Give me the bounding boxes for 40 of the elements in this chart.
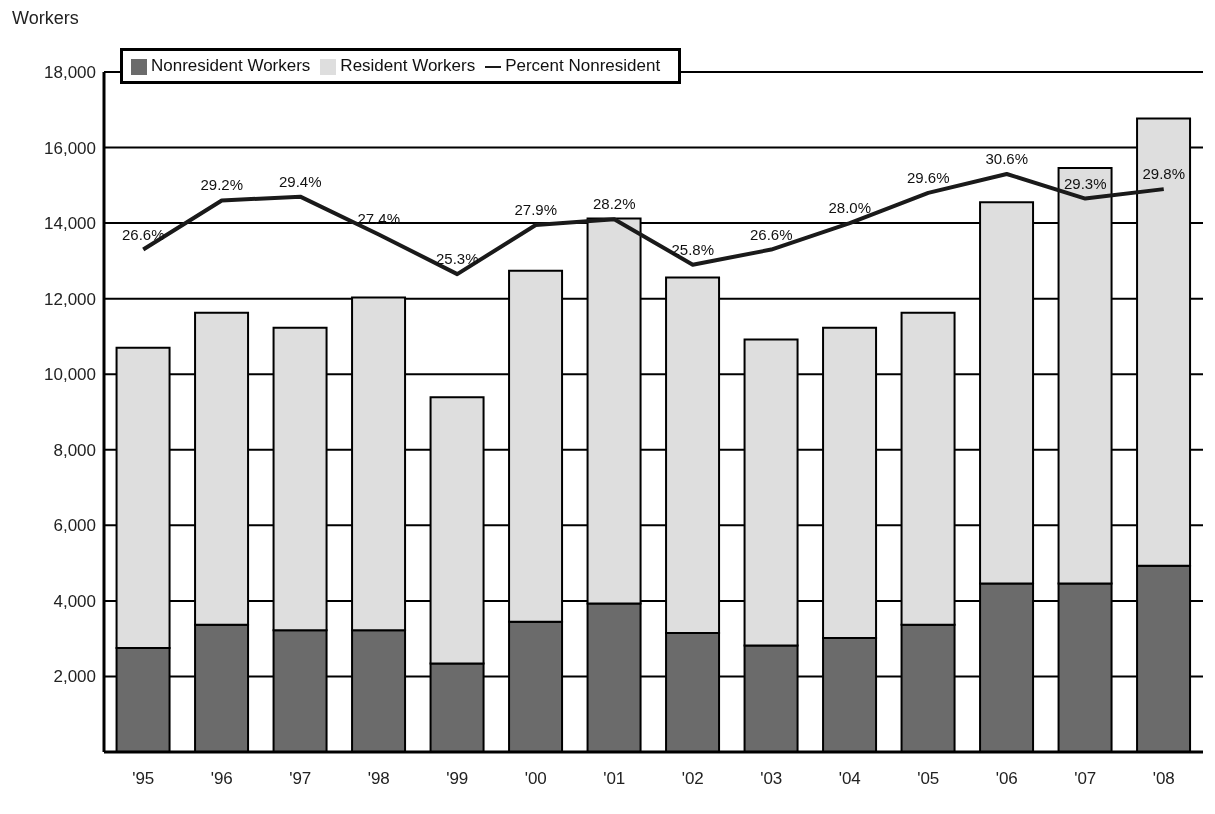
data-label: 30.6% <box>985 150 1029 167</box>
y-tick-label: 8,000 <box>53 440 96 460</box>
y-tick-label: 10,000 <box>44 365 96 385</box>
data-label: 29.8% <box>1142 165 1186 183</box>
x-tick-label: '08 <box>1152 769 1175 789</box>
data-label: 29.4% <box>278 172 322 190</box>
data-label: 29.6% <box>906 168 950 186</box>
x-tick-label: '96 <box>210 769 233 789</box>
y-tick-label: 14,000 <box>44 214 96 234</box>
data-label: 29.2% <box>200 176 244 194</box>
x-tick-label: '02 <box>681 769 704 789</box>
legend-label: Nonresident Workers <box>151 56 311 75</box>
x-tick-label: '01 <box>603 769 626 789</box>
y-tick-label: 4,000 <box>53 591 96 611</box>
y-tick-label: 12,000 <box>44 289 96 309</box>
data-label: 28.2% <box>592 195 636 213</box>
x-tick-label: '97 <box>289 769 312 789</box>
y-tick-label: 6,000 <box>53 516 96 536</box>
x-tick-label: '04 <box>838 769 861 789</box>
data-label: 26.6% <box>749 225 793 243</box>
data-label: 26.6% <box>121 225 165 243</box>
x-tick-label: '99 <box>446 769 469 789</box>
y-tick-label: 18,000 <box>44 63 96 83</box>
x-tick-label: '98 <box>367 769 390 789</box>
y-tick-label: 2,000 <box>53 667 96 687</box>
x-tick-label: '03 <box>760 769 783 789</box>
x-tick-label: '07 <box>1074 769 1097 789</box>
data-label: 25.3% <box>435 250 479 268</box>
data-label: 27.9% <box>514 201 558 218</box>
legend-label: Resident Workers <box>340 56 476 75</box>
x-tick-label: '95 <box>132 769 155 789</box>
x-tick-label: '00 <box>524 769 547 789</box>
legend-label: Percent Nonresident <box>505 56 661 75</box>
data-label: 25.8% <box>671 240 715 258</box>
y-axis-title: Workers <box>11 8 80 30</box>
x-tick-label: '06 <box>995 769 1018 789</box>
data-label: 29.3% <box>1063 174 1107 192</box>
data-label: 28.0% <box>828 199 872 217</box>
x-tick-label: '05 <box>917 769 940 789</box>
y-tick-label: 16,000 <box>44 138 96 158</box>
